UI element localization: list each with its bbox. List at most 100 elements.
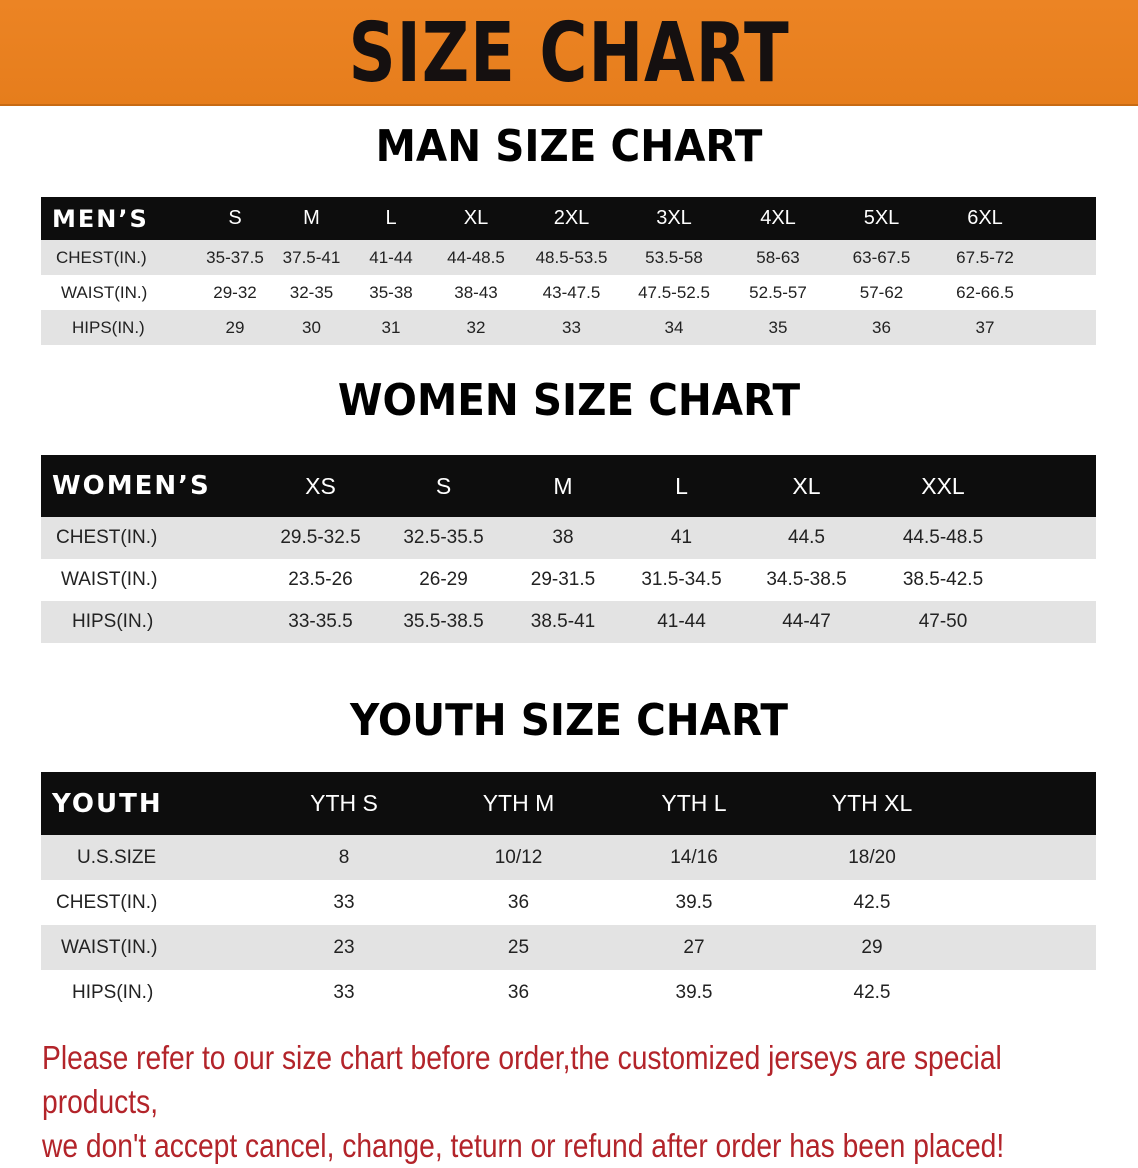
measurement-cell: 26-29 (383, 559, 504, 601)
women-header-label: WOMEN’S (41, 455, 258, 517)
row-label: WAIST(IN.) (41, 559, 258, 601)
row-label: CHEST(IN.) (41, 517, 258, 559)
measurement-cell: 29.5-32.5 (258, 517, 383, 559)
row-filler (1037, 275, 1096, 310)
banner-title: SIZE CHART (348, 6, 790, 101)
measurement-cell: 38.5-41 (504, 601, 622, 643)
measurement-cell: 36 (830, 310, 933, 345)
measurement-cell: 62-66.5 (933, 275, 1037, 310)
table-row: HIPS(IN.) 29 30 31 32 33 34 35 36 37 (41, 310, 1096, 345)
measurement-cell: 37 (933, 310, 1037, 345)
measurement-cell: 37.5-41 (272, 240, 351, 275)
row-filler (962, 925, 1096, 970)
measurement-cell: 42.5 (782, 880, 962, 925)
row-filler (1014, 517, 1096, 559)
measurement-cell: 44.5-48.5 (872, 517, 1014, 559)
row-label: CHEST(IN.) (41, 880, 257, 925)
measurement-cell: 36 (431, 970, 606, 1015)
measurement-cell: 23 (257, 925, 431, 970)
table-row: WAIST(IN.) 23 25 27 29 (41, 925, 1096, 970)
size-header: 5XL (830, 197, 933, 240)
table-row: CHEST(IN.) 33 36 39.5 42.5 (41, 880, 1096, 925)
table-row: HIPS(IN.) 33-35.5 35.5-38.5 38.5-41 41-44 44-… (41, 601, 1096, 643)
men-header-row: MEN’S S M L XL 2XL 3XL 4XL 5XL 6XL (41, 197, 1096, 240)
measurement-cell: 47.5-52.5 (622, 275, 726, 310)
measurement-cell: 23.5-26 (258, 559, 383, 601)
row-filler (962, 835, 1096, 880)
measurement-cell: 38.5-42.5 (872, 559, 1014, 601)
measurement-cell: 29-31.5 (504, 559, 622, 601)
measurement-cell: 29-32 (198, 275, 272, 310)
measurement-cell: 36 (431, 880, 606, 925)
measurement-cell: 48.5-53.5 (521, 240, 622, 275)
row-filler (1037, 310, 1096, 345)
measurement-cell: 35.5-38.5 (383, 601, 504, 643)
table-row: U.S.SIZE 8 10/12 14/16 18/20 (41, 835, 1096, 880)
measurement-cell: 47-50 (872, 601, 1014, 643)
row-filler (962, 970, 1096, 1015)
banner: SIZE CHART (0, 0, 1138, 106)
size-header: XL (431, 197, 521, 240)
row-label: HIPS(IN.) (41, 970, 257, 1015)
size-header: S (198, 197, 272, 240)
table-row: HIPS(IN.) 33 36 39.5 42.5 (41, 970, 1096, 1015)
table-row: WAIST(IN.) 23.5-26 26-29 29-31.5 31.5-34.5 34… (41, 559, 1096, 601)
header-filler (1037, 197, 1096, 240)
row-filler (1037, 240, 1096, 275)
youth-size-table: YOUTH YTH S YTH M YTH L YTH XL U.S.SIZE 8 10/12… (41, 772, 1096, 1015)
measurement-cell: 8 (257, 835, 431, 880)
measurement-cell: 31.5-34.5 (622, 559, 741, 601)
youth-section-title: YOUTH SIZE CHART (350, 695, 788, 746)
size-header: L (622, 455, 741, 517)
measurement-cell: 33 (257, 970, 431, 1015)
table-row: CHEST(IN.) 29.5-32.5 32.5-35.5 38 41 44.5 44.5… (41, 517, 1096, 559)
measurement-cell: 39.5 (606, 970, 782, 1015)
measurement-cell: 32 (431, 310, 521, 345)
measurement-cell: 38-43 (431, 275, 521, 310)
men-header-label: MEN’S (41, 197, 198, 240)
measurement-cell: 35-38 (351, 275, 431, 310)
measurement-cell: 35 (726, 310, 830, 345)
measurement-cell: 33-35.5 (258, 601, 383, 643)
size-header: M (504, 455, 622, 517)
measurement-cell: 29 (198, 310, 272, 345)
size-header: 4XL (726, 197, 830, 240)
order-notice-line-1: Please refer to our size chart before or… (42, 1039, 1002, 1120)
measurement-cell: 44.5 (741, 517, 872, 559)
size-header: YTH M (431, 772, 606, 835)
size-header: YTH S (257, 772, 431, 835)
measurement-cell: 38 (504, 517, 622, 559)
measurement-cell: 44-47 (741, 601, 872, 643)
measurement-cell: 53.5-58 (622, 240, 726, 275)
measurement-cell: 57-62 (830, 275, 933, 310)
measurement-cell: 35-37.5 (198, 240, 272, 275)
men-size-table: MEN’S S M L XL 2XL 3XL 4XL 5XL 6XL CHEST(IN.) 35-37… (41, 197, 1096, 345)
header-filler (1014, 455, 1096, 517)
youth-header-row: YOUTH YTH S YTH M YTH L YTH XL (41, 772, 1096, 835)
size-header: M (272, 197, 351, 240)
row-label: HIPS(IN.) (41, 601, 258, 643)
size-header: 3XL (622, 197, 726, 240)
row-filler (1014, 601, 1096, 643)
header-filler (962, 772, 1096, 835)
women-size-table: WOMEN’S XS S M L XL XXL CHEST(IN.) 29.5-32.5 32.5… (41, 455, 1096, 643)
measurement-cell: 18/20 (782, 835, 962, 880)
youth-header-label: YOUTH (41, 772, 257, 835)
row-label: WAIST(IN.) (41, 275, 198, 310)
measurement-cell: 31 (351, 310, 431, 345)
measurement-cell: 27 (606, 925, 782, 970)
measurement-cell: 58-63 (726, 240, 830, 275)
measurement-cell: 25 (431, 925, 606, 970)
row-label: CHEST(IN.) (41, 240, 198, 275)
size-header: YTH XL (782, 772, 962, 835)
women-section-title: WOMEN SIZE CHART (337, 375, 801, 426)
measurement-cell: 33 (521, 310, 622, 345)
measurement-cell: 29 (782, 925, 962, 970)
size-header: S (383, 455, 504, 517)
size-header: XS (258, 455, 383, 517)
measurement-cell: 52.5-57 (726, 275, 830, 310)
measurement-cell: 67.5-72 (933, 240, 1037, 275)
table-row: CHEST(IN.) 35-37.5 37.5-41 41-44 44-48.5 48.5… (41, 240, 1096, 275)
measurement-cell: 41 (622, 517, 741, 559)
table-row: WAIST(IN.) 29-32 32-35 35-38 38-43 43-47.5 47.… (41, 275, 1096, 310)
